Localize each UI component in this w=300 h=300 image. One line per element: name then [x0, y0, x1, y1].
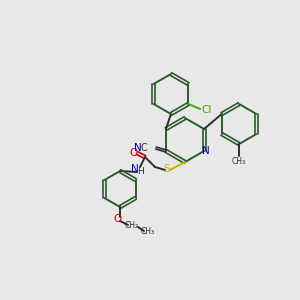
Text: CH₃: CH₃ — [232, 158, 246, 166]
Text: Cl: Cl — [201, 105, 211, 115]
Text: S: S — [164, 164, 170, 174]
Text: CH₂: CH₂ — [125, 220, 139, 230]
Text: O: O — [114, 214, 122, 224]
Text: N: N — [131, 164, 139, 174]
Text: H: H — [138, 167, 144, 176]
Text: CH₃: CH₃ — [141, 227, 155, 236]
Text: N: N — [202, 146, 210, 156]
Text: C: C — [141, 143, 147, 153]
Text: N: N — [134, 143, 142, 153]
Text: O: O — [129, 148, 137, 158]
